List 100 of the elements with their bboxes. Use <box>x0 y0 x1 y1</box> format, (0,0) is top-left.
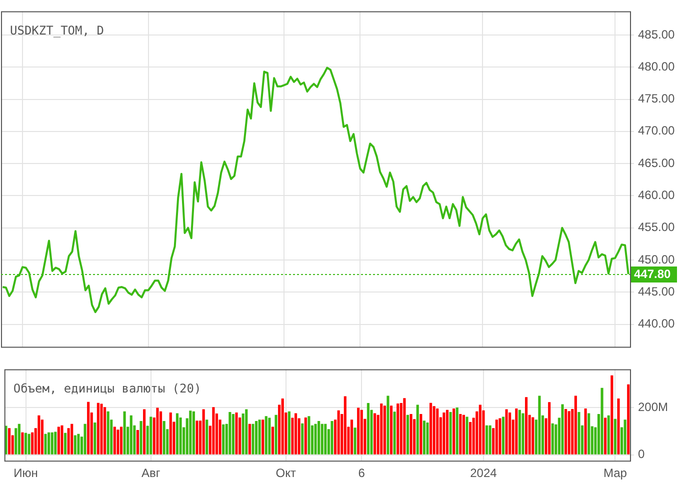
bar <box>449 412 452 454</box>
bar <box>304 418 307 454</box>
bar <box>624 420 626 454</box>
bar <box>120 426 123 454</box>
bar <box>104 407 106 454</box>
bar <box>294 413 298 454</box>
y-tick-label: 485.00 <box>638 27 676 42</box>
bar <box>478 404 482 454</box>
bar <box>38 415 40 454</box>
bar <box>74 435 76 454</box>
bar <box>21 432 24 454</box>
y-tick-label: 475.00 <box>638 92 676 106</box>
bar <box>54 432 57 454</box>
bar <box>548 402 551 454</box>
bar <box>396 404 400 454</box>
bar <box>70 424 74 454</box>
bar <box>48 432 50 454</box>
bar <box>136 430 139 454</box>
bar <box>505 409 508 454</box>
bar <box>274 414 278 454</box>
bar <box>314 424 317 454</box>
bar <box>422 420 426 454</box>
bar <box>44 434 47 454</box>
bar <box>578 412 580 454</box>
bar <box>281 398 284 454</box>
y-tick-label: 455.00 <box>638 220 676 234</box>
bar <box>344 396 346 454</box>
bar <box>383 406 386 454</box>
bar <box>568 411 570 454</box>
bar <box>308 416 310 454</box>
bar <box>588 413 590 454</box>
bar <box>301 423 304 454</box>
bar <box>116 430 120 454</box>
bar <box>426 422 429 454</box>
bar <box>31 432 34 454</box>
bar <box>8 428 11 454</box>
bar <box>140 421 142 454</box>
bar <box>432 406 436 454</box>
bar <box>462 414 465 454</box>
bar <box>130 415 132 454</box>
bar <box>420 414 422 454</box>
y-tick-label: 445.00 <box>638 284 676 298</box>
bar <box>84 424 86 454</box>
bar <box>40 420 44 454</box>
bar <box>176 413 179 454</box>
bar <box>77 434 80 454</box>
bar <box>522 413 524 454</box>
x-tick-label: Авг <box>142 466 161 480</box>
bar <box>485 425 488 454</box>
x-tick-label: Июн <box>14 466 38 480</box>
bar <box>113 426 116 454</box>
bar <box>366 403 370 454</box>
bar <box>374 413 376 454</box>
bar <box>64 432 67 454</box>
bar <box>18 424 20 454</box>
bar <box>584 408 587 454</box>
bar <box>502 416 505 454</box>
bar <box>390 406 393 454</box>
bar <box>106 411 110 454</box>
bar <box>604 418 607 454</box>
bar <box>264 416 268 454</box>
bar <box>245 409 248 454</box>
bar <box>607 415 610 454</box>
bar <box>143 409 146 454</box>
x-tick-label: Мар <box>603 466 628 480</box>
bar <box>228 412 232 454</box>
bar <box>252 424 254 454</box>
bar <box>610 375 614 454</box>
y-tick-label: 480.00 <box>638 59 676 74</box>
bar <box>318 421 320 454</box>
bar <box>532 417 534 454</box>
bar <box>100 404 103 454</box>
bar <box>403 398 406 454</box>
bar <box>162 421 166 454</box>
bar <box>320 424 324 454</box>
bar <box>561 404 564 454</box>
bar <box>495 420 498 454</box>
bar <box>67 428 70 454</box>
bar <box>24 432 28 454</box>
bar <box>430 402 432 454</box>
bar <box>94 422 96 454</box>
x-tick-label: 2024 <box>470 466 498 480</box>
bar <box>406 414 410 454</box>
y-tick-label: 450.00 <box>638 252 676 266</box>
bar <box>192 411 195 454</box>
bar <box>410 414 412 454</box>
bar <box>28 434 30 454</box>
bar <box>360 410 363 454</box>
bar <box>60 425 64 454</box>
bar <box>242 413 244 454</box>
bar <box>386 396 390 454</box>
ref-line-label: 447.80 <box>634 266 672 281</box>
bar <box>50 432 54 454</box>
bar <box>446 410 449 454</box>
bar <box>459 414 462 454</box>
text: Объем, единицы валюты (20) <box>13 381 202 396</box>
bar <box>235 412 238 454</box>
bar <box>324 424 327 454</box>
y-tick-label: 200M <box>638 400 668 414</box>
bar <box>206 420 208 454</box>
